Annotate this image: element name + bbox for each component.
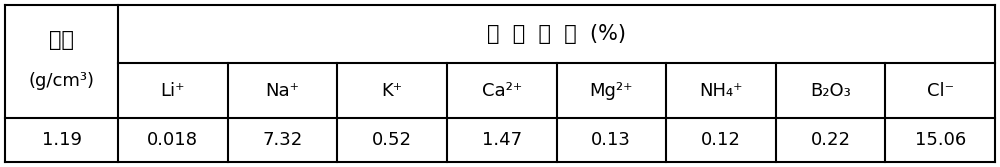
Text: 0.13: 0.13 xyxy=(591,131,631,149)
Text: 0.018: 0.018 xyxy=(147,131,198,149)
Text: Na⁺: Na⁺ xyxy=(265,82,299,100)
Text: Cl⁻: Cl⁻ xyxy=(927,82,954,100)
Text: (g/cm³): (g/cm³) xyxy=(29,72,94,90)
Text: 15.06: 15.06 xyxy=(915,131,966,149)
Text: 0.52: 0.52 xyxy=(372,131,412,149)
Text: B₂O₃: B₂O₃ xyxy=(810,82,851,100)
Text: NH₄⁺: NH₄⁺ xyxy=(699,82,743,100)
Text: 0.22: 0.22 xyxy=(811,131,851,149)
Text: Mg²⁺: Mg²⁺ xyxy=(590,82,633,100)
Text: K⁺: K⁺ xyxy=(382,82,403,100)
Text: 7.32: 7.32 xyxy=(262,131,303,149)
Text: Ca²⁺: Ca²⁺ xyxy=(482,82,522,100)
Text: 1.47: 1.47 xyxy=(482,131,522,149)
Text: 0.12: 0.12 xyxy=(701,131,741,149)
Text: 密度: 密度 xyxy=(49,30,74,50)
Text: 1.19: 1.19 xyxy=(42,131,82,149)
Text: 离  子  含  量  (%): 离 子 含 量 (%) xyxy=(487,24,626,44)
Text: Li⁺: Li⁺ xyxy=(161,82,185,100)
